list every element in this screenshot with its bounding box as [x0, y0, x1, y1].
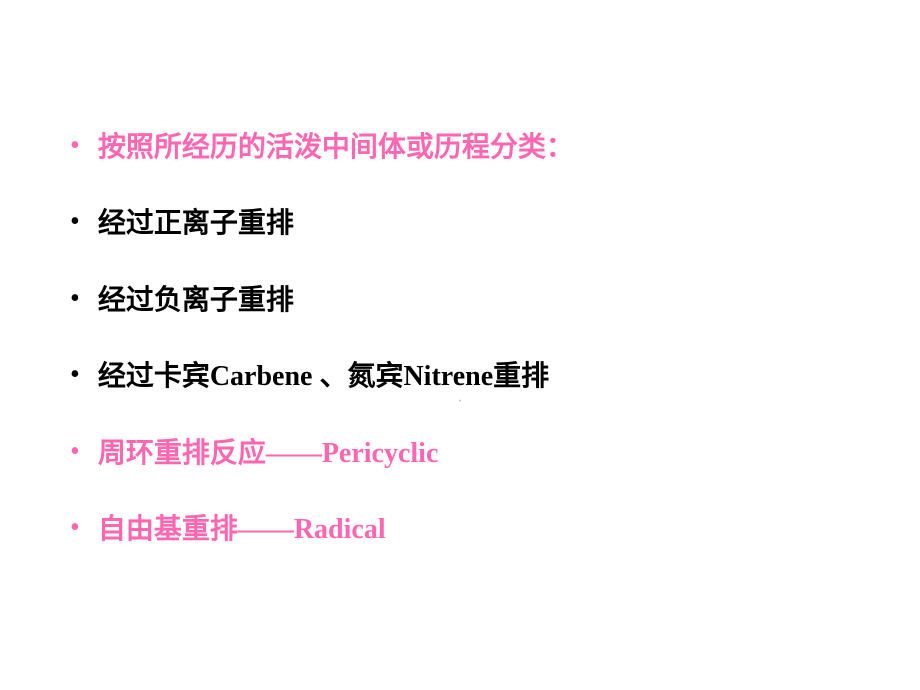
bullet-text: 自由基重排——Radical [98, 512, 386, 548]
bullet-marker-icon: • [70, 361, 80, 389]
bullet-item: • 自由基重排——Radical [70, 512, 850, 548]
bullet-item: • 经过正离子重排 [70, 206, 850, 242]
slide-content: • 按照所经历的活泼中间体或历程分类： • 经过正离子重排 • 经过负离子重排 … [0, 0, 920, 548]
bullet-marker-icon: • [70, 132, 80, 160]
bullet-marker-icon: • [70, 208, 80, 236]
bullet-marker-icon: • [70, 285, 80, 313]
bullet-item: • 经过负离子重排 [70, 283, 850, 319]
bullet-text: 经过正离子重排 [98, 206, 294, 242]
bullet-text: 按照所经历的活泼中间体或历程分类： [98, 130, 574, 166]
bullet-text: 经过卡宾Carbene 、氮宾Nitrene重排 [98, 359, 549, 395]
bullet-item: • 周环重排反应——Pericyclic [70, 436, 850, 472]
page-indicator: · [457, 392, 462, 410]
bullet-marker-icon: • [70, 514, 80, 542]
bullet-item: • 按照所经历的活泼中间体或历程分类： [70, 130, 850, 166]
bullet-text: 经过负离子重排 [98, 283, 294, 319]
bullet-text: 周环重排反应——Pericyclic [98, 436, 439, 472]
bullet-marker-icon: • [70, 438, 80, 466]
bullet-item: • 经过卡宾Carbene 、氮宾Nitrene重排 [70, 359, 850, 395]
